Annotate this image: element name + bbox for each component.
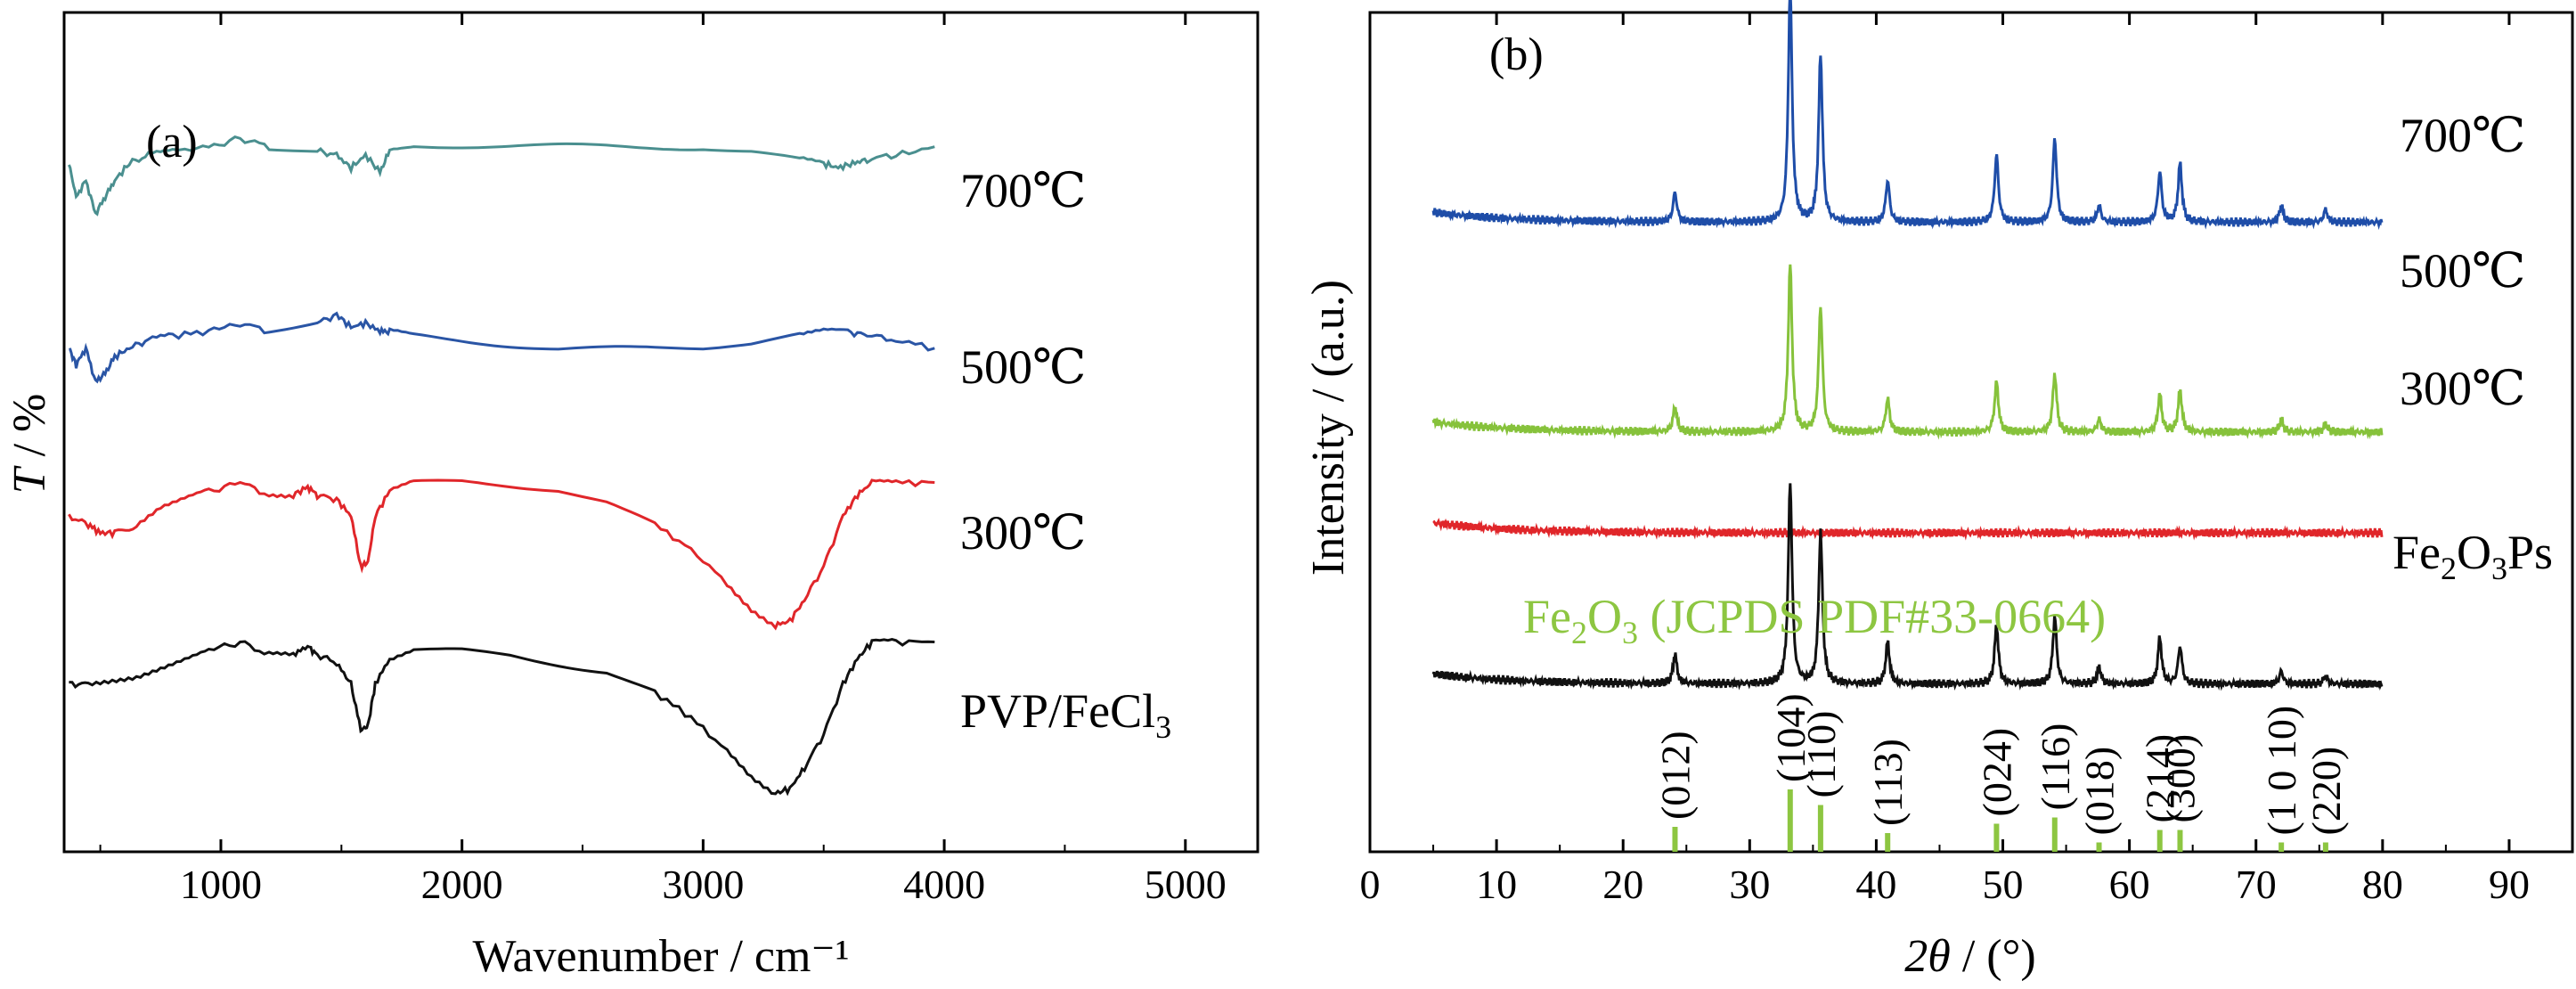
reference-label-sub3: 3	[1622, 615, 1638, 650]
panel-a-series-line	[68, 478, 935, 631]
panel-a-series	[68, 135, 935, 797]
panel-a-x-axis-title: Wavenumber / cm⁻¹	[473, 931, 850, 982]
panel-a-frame	[62, 11, 1259, 854]
panel-a-y-axis-title: T / %	[4, 394, 55, 494]
panel-b-series-line	[1431, 264, 2384, 440]
panel-b-series-label-ps: Ps	[2507, 526, 2553, 579]
panel-b-x-tick-label: 0	[1360, 862, 1381, 907]
panel-b-x-tick-label: 60	[2109, 862, 2150, 907]
panel-a-x-tick-label: 4000	[903, 862, 985, 907]
panel-b-series-line	[1432, 518, 2384, 541]
panel-b-x-tick-label: 80	[2362, 862, 2403, 907]
reference-label-rest: (JCPDS PDF#33-0664)	[1638, 590, 2106, 643]
reference-label-sub2: 2	[1571, 615, 1587, 650]
reference-hkl-label: (110)	[1798, 711, 1844, 798]
panel-b-series-labels: 700℃ 500℃ 300℃ Fe2O3Ps	[2393, 109, 2553, 586]
panel-b-series-line	[1431, 0, 2384, 231]
panel-b-label: (b)	[1489, 29, 1544, 80]
panel-b-x-tick-label: 70	[2236, 862, 2277, 907]
panel-a-series-line	[69, 638, 935, 797]
panel-b-series-label-fe: Fe	[2393, 526, 2441, 579]
panel-a-series-label: 500℃	[960, 340, 1086, 394]
panel-a-series-labels: 700℃ 500℃ 300℃ PVP/FeCl3	[960, 164, 1171, 745]
panel-b-series	[1431, 0, 2384, 691]
panel-b-series-label-sub3: 3	[2491, 551, 2507, 586]
panel-a-x-tick-label: 5000	[1145, 862, 1227, 907]
panel-a-series-line	[69, 311, 935, 384]
reference-label-o: O	[1587, 590, 1622, 643]
panel-b-x-ticks: 0 10 20 30 40 50 60 70 80 90	[1360, 12, 2573, 907]
reference-hkl-label: (220)	[2303, 747, 2349, 836]
panel-b-series-label-sub2: 2	[2441, 551, 2457, 586]
panel-b-frame	[1368, 11, 2574, 854]
panel-b-series-line	[1431, 483, 2384, 691]
reference-hkl-label: (024)	[1974, 728, 2019, 817]
panel-b-x-tick-label: 40	[1855, 862, 1896, 907]
panel-a-series-line	[68, 135, 935, 217]
reference-hkl-label: (1 0 10)	[2259, 706, 2304, 836]
reference-label: Fe2O3 (JCPDS PDF#33-0664)	[1523, 590, 2106, 650]
reference-hkl-label: (113)	[1865, 739, 1911, 826]
reference-hkl-label: (104)	[1768, 693, 1814, 782]
panel-a-series-label: PVP/FeCl3	[960, 684, 1171, 745]
reference-label-prefix: Fe	[1523, 590, 1571, 643]
panel-b-series-label: 500℃	[2400, 244, 2525, 298]
reference-hkl-label: (300)	[2157, 734, 2203, 823]
panel-b-y-axis-title: Intensity / (a.u.)	[1303, 280, 1354, 576]
panel-b-series-label-o: O	[2457, 526, 2491, 579]
panel-b-x-tick-label: 30	[1729, 862, 1770, 907]
panel-a-x-tick-label: 2000	[421, 862, 503, 907]
panel-b-series-label: 300℃	[2400, 362, 2525, 415]
reference-hkl-label: (116)	[2033, 723, 2078, 811]
panel-b-reference-lines: (012) (104)(110) (113) (024) (116)(018) (214)…	[1652, 693, 2349, 852]
panel-a-series-label: 700℃	[960, 164, 1086, 217]
panel-b-x-axis-title-italic: 2θ	[1904, 931, 1951, 982]
panel-b-x-axis-title: 2θ / (°)	[1904, 931, 2035, 982]
panel-b-x-tick-label: 90	[2489, 862, 2530, 907]
panel-a-series-label-sub: 3	[1155, 709, 1171, 745]
panel-a-series-label: 300℃	[960, 506, 1086, 560]
panel-b: 0 10 20 30 40 50 60 70 80 90 700℃500℃300℃Fe2O3Ps …	[1303, 0, 2574, 982]
panel-a-x-tick-label: 1000	[180, 862, 262, 907]
panel-a-series-label-text: PVP/FeCl	[960, 684, 1155, 738]
panel-a: 1000 2000 3000 4000 5000 700℃ 500℃ 300℃ PVP/FeC…	[4, 11, 1259, 982]
panel-a-y-axis-title-rest: / %	[4, 394, 55, 469]
reference-hkl-label: (018)	[2077, 747, 2123, 836]
panel-b-x-axis-title-rest: / (°)	[1951, 931, 2036, 982]
panel-b-series-label: 700℃	[2400, 109, 2525, 162]
panel-a-y-axis-title-italic: T	[4, 465, 55, 494]
panel-a-label: (a)	[146, 117, 198, 168]
panel-b-x-tick-label: 10	[1476, 862, 1517, 907]
panel-a-x-tick-label: 3000	[662, 862, 744, 907]
reference-hkl-label: (214)	[2138, 734, 2183, 823]
panel-b-x-tick-label: 50	[1983, 862, 2024, 907]
panel-a-x-ticks: 1000 2000 3000 4000 5000	[99, 12, 1227, 907]
panel-b-x-tick-label: 20	[1602, 862, 1643, 907]
panel-b-series-label: Fe2O3Ps	[2393, 526, 2553, 586]
reference-hkl-label: (012)	[1652, 731, 1698, 820]
